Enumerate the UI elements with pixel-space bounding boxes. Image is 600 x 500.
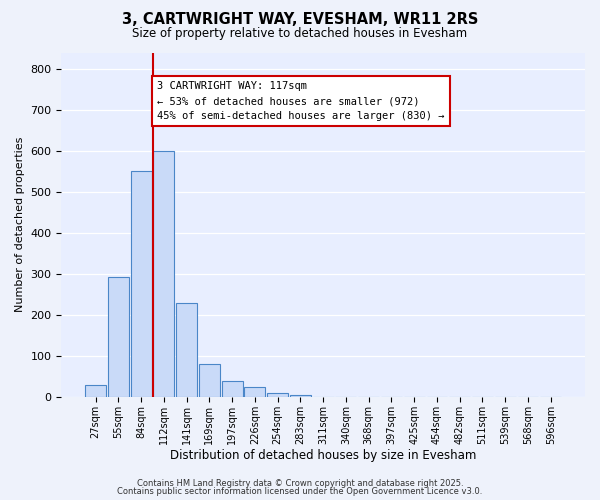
Bar [267, 393, 288, 397]
Bar [199, 364, 220, 397]
Bar [244, 386, 265, 397]
Bar [176, 304, 197, 397]
X-axis label: Distribution of detached houses by size in Evesham: Distribution of detached houses by size … [170, 450, 476, 462]
Text: 3, CARTWRIGHT WAY, EVESHAM, WR11 2RS: 3, CARTWRIGHT WAY, EVESHAM, WR11 2RS [122, 12, 478, 28]
Bar [154, 151, 175, 397]
Bar [131, 172, 152, 397]
Text: Contains public sector information licensed under the Open Government Licence v3: Contains public sector information licen… [118, 487, 482, 496]
Text: 3 CARTWRIGHT WAY: 117sqm
← 53% of detached houses are smaller (972)
45% of semi-: 3 CARTWRIGHT WAY: 117sqm ← 53% of detach… [157, 81, 445, 121]
Text: Contains HM Land Registry data © Crown copyright and database right 2025.: Contains HM Land Registry data © Crown c… [137, 478, 463, 488]
Y-axis label: Number of detached properties: Number of detached properties [15, 137, 25, 312]
Bar [222, 382, 242, 397]
Text: Size of property relative to detached houses in Evesham: Size of property relative to detached ho… [133, 28, 467, 40]
Bar [290, 395, 311, 397]
Bar [108, 277, 129, 397]
Bar [85, 386, 106, 397]
